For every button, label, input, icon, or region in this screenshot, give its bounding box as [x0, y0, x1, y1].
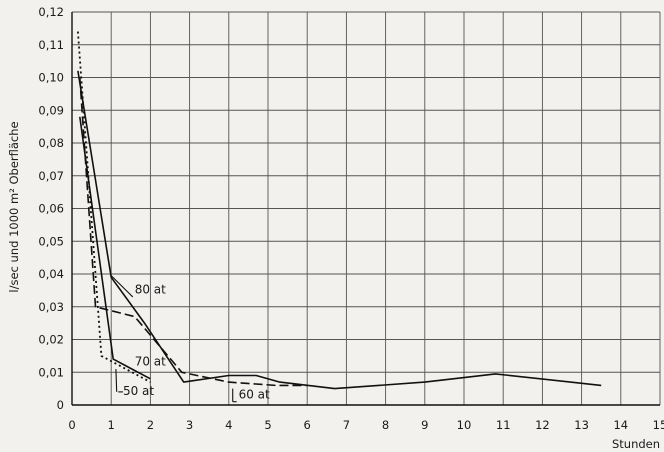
x-tick-label: 6 — [304, 418, 311, 432]
axes — [71, 12, 660, 406]
grid — [71, 11, 661, 406]
x-tick-label: 5 — [264, 418, 271, 432]
y-tick-label: 0,10 — [38, 71, 64, 85]
x-tick-label: 9 — [421, 418, 428, 432]
x-tick-label: 3 — [186, 418, 193, 432]
x-tick-label: 4 — [225, 418, 232, 432]
x-tick-label: 10 — [457, 418, 472, 432]
series-line — [79, 77, 308, 387]
x-tick-label: 8 — [382, 418, 389, 432]
annotation-label: 60 at — [239, 387, 270, 401]
annotation-leader — [115, 368, 118, 392]
y-tick-label: 0,07 — [38, 169, 64, 183]
annotation-label: 50 at — [123, 384, 154, 398]
y-tick-label: 0,05 — [38, 234, 64, 248]
x-tick-label: 1 — [108, 418, 115, 432]
y-tick-label: 0,04 — [38, 267, 64, 281]
annotations: 80 at 70 at 50 at 60 at — [110, 275, 270, 403]
y-tick-label: 0,06 — [38, 202, 64, 216]
y-tick-label: 0,02 — [38, 333, 64, 347]
x-axis-label: Stunden — [612, 437, 660, 451]
y-tick-label: 0,09 — [38, 103, 64, 117]
series-line — [77, 70, 602, 390]
annotation-label: 80 at — [135, 283, 166, 297]
y-tick-label: 0,12 — [38, 5, 64, 19]
x-tick-label: 11 — [496, 418, 511, 432]
x-tick-label: 0 — [68, 418, 75, 432]
x-tick-label: 7 — [343, 418, 350, 432]
y-tick-label: 0,03 — [38, 300, 64, 314]
series-lines — [77, 31, 602, 390]
y-tick-label: 0 — [57, 398, 64, 412]
series-line — [77, 31, 151, 383]
y-tick-labels: 0 0,01 0,02 0,03 0,04 0,05 0,06 0,07 0,08 0,09 0,1… — [38, 5, 64, 412]
x-tick-label: 12 — [535, 418, 550, 432]
y-axis-label: l/sec und 1000 m² Oberfläche — [7, 121, 21, 292]
x-tick-label: 15 — [653, 418, 664, 432]
x-tick-label: 14 — [613, 418, 628, 432]
y-tick-label: 0,11 — [38, 38, 64, 52]
series-line — [79, 116, 151, 380]
x-tick-label: 2 — [147, 418, 154, 432]
annotation-label: 70 at — [135, 355, 166, 369]
x-tick-label: 13 — [574, 418, 589, 432]
annotation-leader — [110, 275, 134, 298]
x-tick-labels: 0 1 2 3 4 5 6 7 8 9 10 11 12 13 14 15 — [68, 418, 664, 432]
y-tick-label: 0,01 — [38, 365, 64, 379]
y-tick-label: 0,08 — [38, 136, 64, 150]
